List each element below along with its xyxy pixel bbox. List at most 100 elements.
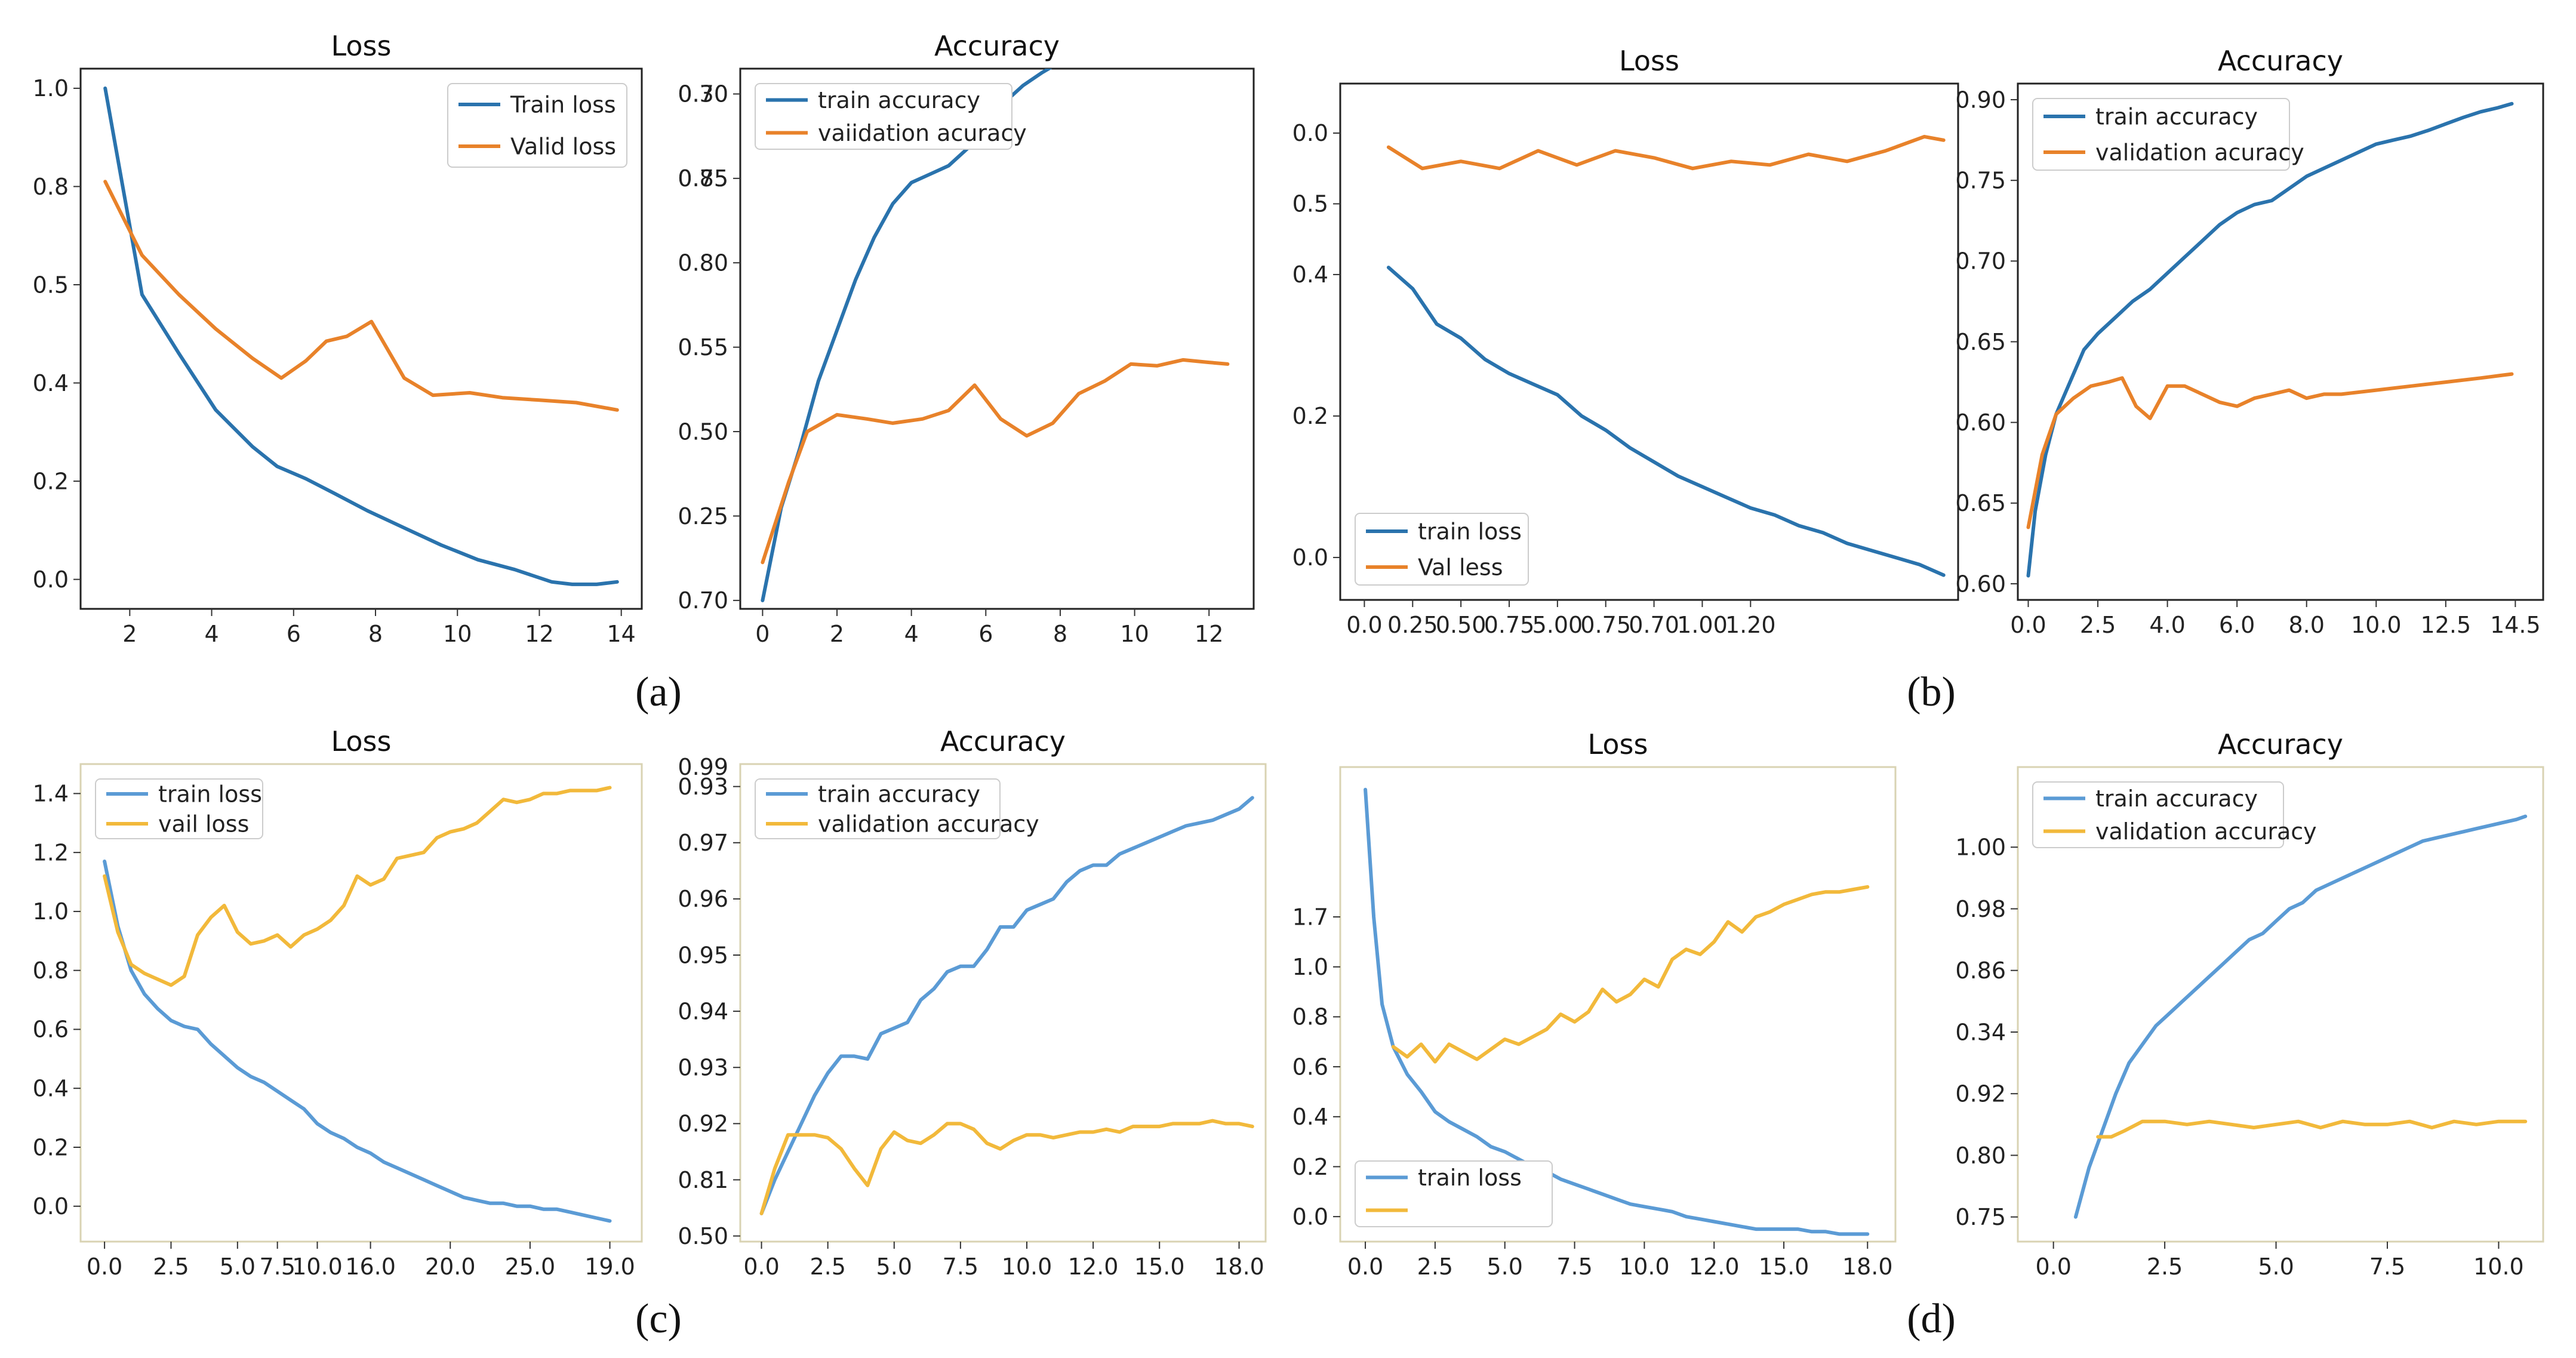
x-tick-label: 10.0 [292,1254,343,1280]
y-tick-label: 0.60 [1955,409,2006,436]
y-tick-label: 1.2 [33,839,69,866]
y-tick-label: 0.30 [678,81,728,107]
panel-label-a: (a) [635,669,682,715]
y-tick-label: 0.0 [33,1193,69,1220]
y-tick-label: 0.93 [678,1055,728,1081]
x-tick-label: 2.5 [810,1254,845,1280]
x-tick-label: 16.0 [345,1254,396,1280]
y-tick-label: 0.4 [1292,261,1328,288]
x-tick-label: 6 [978,621,993,647]
series-line-1 [2026,101,2514,578]
x-tick-label: 14 [607,621,636,647]
y-tick-label: 0.95 [678,942,728,968]
plot-frame [739,763,1267,1243]
chart-c-acc: Accuracy 0.0 2.5 5.0 7.5 10.0 12.0 15.0 18.0 0.50… [678,725,1267,1280]
legend-label: train loss [158,781,262,807]
legend-box [755,83,1012,150]
y-tick-label: 0.75 [678,165,728,192]
y-tick-label: 0.85 [678,165,728,192]
x-tick-label: 0.0 [2035,1254,2071,1280]
series-line-1 [2073,814,2528,1219]
y-tick-label: 0.0 [1292,544,1328,571]
series-line-2 [2026,372,2514,529]
chart-d-loss: Loss 0.0 2.5 5.0 7.5 10.0 12.0 15.0 18.0 0.0 0.2 0.… [1292,728,1897,1280]
x-tick-label: 5.0 [2258,1254,2294,1280]
x-tick-label: 0.0 [2010,612,2046,638]
series-line-2 [1386,134,1946,171]
y-tick-label: 0.50 [678,1223,728,1249]
x-tick-label: 1.00 [1677,612,1728,638]
y-tick-label: 0.50 [678,418,728,445]
x-tick-label: 10.0 [1002,1254,1052,1280]
y-tick-label: 0.0 [1292,120,1328,146]
series-line-2 [759,1119,1254,1215]
x-tick-label: 20.0 [425,1254,476,1280]
x-tick-label: 5.0 [876,1254,912,1280]
y-tick-label: 0.86 [1955,957,2006,984]
y-tick-label: 0.34 [1955,1019,2006,1045]
x-tick-label: 7.5 [259,1254,295,1280]
y-tick-label: 0.5 [1292,191,1328,217]
chart-a-loss: Loss 2 4 6 8 10 12 14 0.0 0.2 0.4 0.5 0.8 1.0 Train lo… [33,30,643,647]
legend-label: vail loss [158,811,249,837]
y-tick-label: 0.90 [1955,87,2006,113]
chart-a-acc: Accuracy 0 2 4 6 8 10 12 0.70 0.25 0.50 0.55 0.80 0.8… [678,30,1255,647]
x-tick-label: 0.0 [1347,1254,1383,1280]
y-tick-label: 0.75 [1955,167,2006,193]
y-tick-label: 0.6 [1292,1054,1328,1080]
y-tick-label: 0.4 [33,1076,69,1102]
y-tick-label: 0.99 [678,754,728,780]
y-tick-label: 1.0 [33,898,69,925]
x-tick-label: 10.0 [2473,1254,2524,1280]
legend-label: train accuracy [818,87,980,113]
x-tick-label: 5.00 [1532,612,1583,638]
x-tick-label: 4 [204,621,218,647]
chart-title: Accuracy [2218,728,2343,760]
y-tick-label: 0.80 [678,250,728,276]
x-tick-label: 5.0 [1487,1254,1523,1280]
y-tick-label: 0.93 [678,774,728,800]
panel-label-b: (b) [1907,669,1956,715]
legend-label: train loss [1418,518,1522,544]
y-tick-label: 0.6 [33,1017,69,1043]
legend-label: validation accuracy [2095,818,2317,845]
x-tick-label: 10 [443,621,472,647]
y-tick-label: 0.2 [1292,1154,1328,1180]
x-tick-label: 19.0 [584,1254,635,1280]
chart-panels: Loss 2 4 6 8 10 12 14 0.0 0.2 0.4 0.5 0.8 1.0 Train lo… [33,30,2544,1280]
x-tick-label: 5.0 [220,1254,256,1280]
x-tick-label: 18.0 [1842,1254,1893,1280]
y-tick-label: 0.60 [1955,571,2006,597]
x-tick-label: 1.20 [1725,612,1776,638]
x-tick-label: 15.0 [1759,1254,1809,1280]
series-line-2 [103,786,612,987]
y-tick-label: 0.8 [33,957,69,984]
x-tick-label: 2.5 [1417,1254,1453,1280]
chart-title: Loss [1588,728,1648,760]
x-tick-label: 12 [525,621,553,647]
panel-label-d: (d) [1907,1296,1956,1342]
x-tick-label: 6.0 [2219,612,2255,638]
y-tick-label: 0.80 [1955,1143,2006,1169]
x-tick-label: 12.5 [2421,612,2472,638]
y-tick-label: 0.81 [678,1167,728,1193]
plot-frame [739,67,1255,610]
legend-label: validation accuracy [818,811,1039,837]
legend-box [2032,781,2284,848]
x-tick-label: 2 [830,621,844,647]
y-tick-label: 1.4 [33,781,69,807]
y-tick-label: 0.2 [33,468,69,494]
y-tick-label: 0.8 [33,174,69,200]
y-tick-label: 1.0 [1292,954,1328,980]
x-tick-label: 12.0 [1689,1254,1740,1280]
legend-label: vaiidation acuracy [818,120,1027,146]
legend-label: Val less [1418,554,1503,580]
x-tick-label: 10 [1120,621,1149,647]
series-line-1 [103,86,619,586]
y-tick-label: 0.92 [678,1111,728,1137]
y-tick-label: 0.8 [1292,1004,1328,1030]
x-tick-label: 0.0 [87,1254,122,1280]
legend-box [2032,98,2290,171]
y-tick-label: 0.2 [1292,403,1328,429]
x-tick-label: 12.0 [1068,1254,1119,1280]
